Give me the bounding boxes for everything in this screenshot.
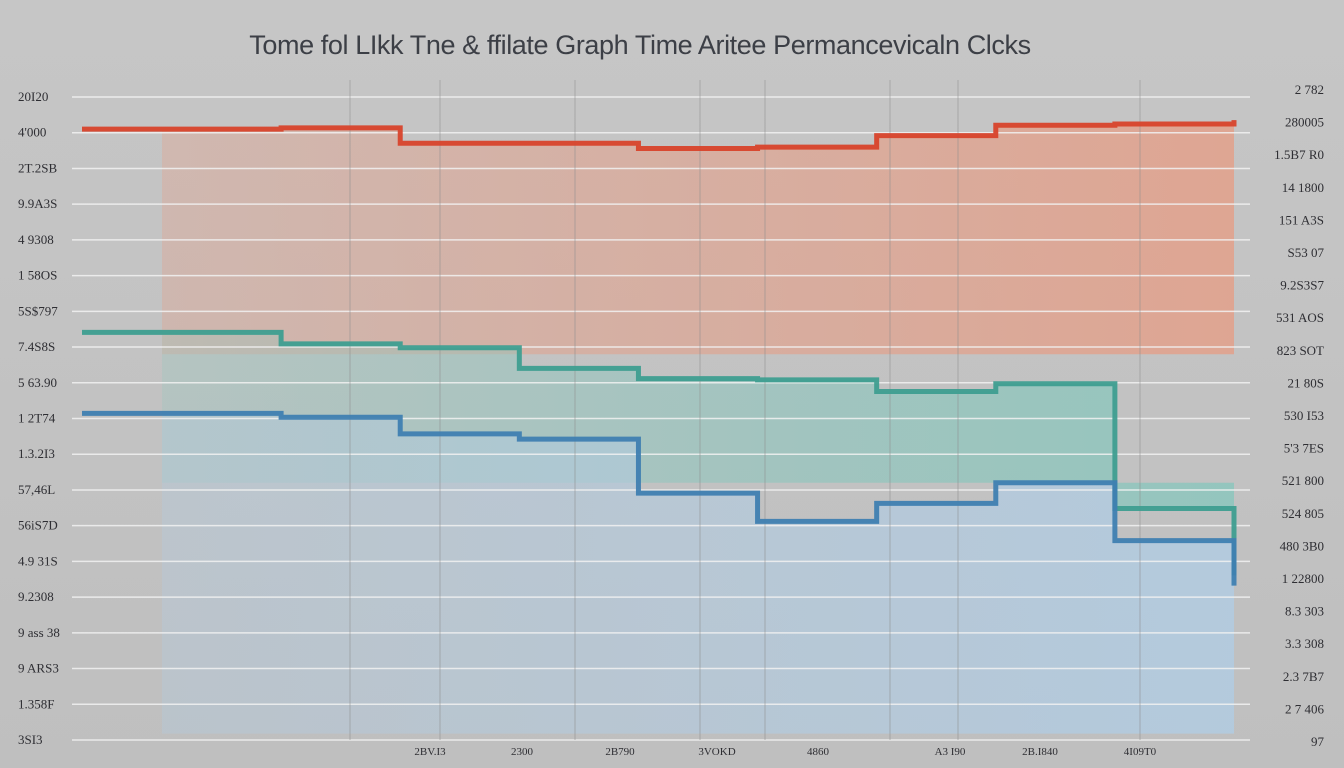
x-tick: 2B790 bbox=[605, 746, 635, 758]
y-tick-right: 9.2S3S7 bbox=[1280, 278, 1324, 293]
y-tick-left: 20I20 bbox=[18, 89, 48, 104]
y-tick-right: 823 SOT bbox=[1277, 343, 1324, 358]
chart-title: Tome fol LIkk Tne & ffilate Graph Time A… bbox=[249, 30, 1031, 60]
y-tick-right: 21 80S bbox=[1288, 375, 1324, 390]
y-tick-right: 480 3B0 bbox=[1280, 538, 1324, 553]
x-tick: 2BV.I3 bbox=[414, 746, 446, 758]
y-tick-right: 1 22800 bbox=[1282, 571, 1324, 586]
series-line-red bbox=[82, 120, 1237, 151]
y-tick-left: 57,46L bbox=[18, 482, 55, 497]
x-tick: 3VOKD bbox=[698, 746, 735, 758]
y-tick-right: 524 805 bbox=[1282, 506, 1324, 521]
y-tick-right: 280005 bbox=[1285, 115, 1324, 130]
y-tick-left: 1.358F bbox=[18, 696, 54, 711]
x-tick: 4860 bbox=[807, 746, 830, 758]
y-tick-right: 1.5B7 R0 bbox=[1274, 147, 1324, 162]
y-tick-right: 14 1800 bbox=[1282, 180, 1324, 195]
y-tick-left: 1 2T74 bbox=[18, 411, 56, 426]
area-blue bbox=[162, 413, 1234, 734]
y-tick-right: 151 A3S bbox=[1279, 212, 1324, 227]
y-tick-left: 5 63.90 bbox=[18, 375, 57, 390]
y-tick-left: 1 58OS bbox=[18, 268, 57, 283]
x-tick: 2300 bbox=[511, 746, 534, 758]
y-tick-right: 521 800 bbox=[1282, 473, 1324, 488]
series-line-blue bbox=[82, 410, 1237, 586]
y-tick-right: 2.3 7B7 bbox=[1283, 669, 1325, 684]
y-tick-right: 3.3 308 bbox=[1285, 636, 1324, 651]
y-tick-left: 9 ass 38 bbox=[18, 625, 60, 640]
y-tick-right: S53 07 bbox=[1288, 245, 1325, 260]
x-tick: A3 I90 bbox=[935, 746, 966, 758]
y-tick-right: 5'3 7ES bbox=[1284, 441, 1324, 456]
area-red bbox=[162, 120, 1234, 355]
y-tick-left: 9 ARS3 bbox=[18, 661, 59, 676]
y-tick-left: 4 9308 bbox=[18, 232, 54, 247]
series-line-teal bbox=[82, 329, 1237, 576]
y-tick-right: 530 I53 bbox=[1284, 408, 1324, 423]
y-tick-right: 2 7 406 bbox=[1285, 701, 1325, 716]
x-tick: 4I09T0 bbox=[1124, 746, 1157, 758]
y-tick-left: 4.9 31S bbox=[18, 553, 58, 568]
y-tick-right: 97 bbox=[1311, 734, 1325, 749]
y-tick-left: 56iS7D bbox=[18, 518, 58, 533]
y-tick-left: 1.3.2I3 bbox=[18, 446, 55, 461]
y-tick-right: 531 AOS bbox=[1276, 310, 1324, 325]
y-tick-left: 9.2308 bbox=[18, 589, 54, 604]
x-tick: 2B.I840 bbox=[1022, 746, 1058, 758]
y-tick-left: 3SI3 bbox=[18, 732, 43, 747]
y-tick-left: 4'000 bbox=[18, 125, 46, 140]
y-tick-right: 8.3 303 bbox=[1285, 604, 1324, 619]
y-tick-left: 2T.2SB bbox=[18, 160, 57, 175]
y-tick-left: 9.9A3S bbox=[18, 196, 57, 211]
y-tick-left: 7.4S8S bbox=[18, 339, 55, 354]
y-tick-left: 5S$797 bbox=[18, 303, 58, 318]
y-tick-right: 2 782 bbox=[1295, 82, 1324, 97]
